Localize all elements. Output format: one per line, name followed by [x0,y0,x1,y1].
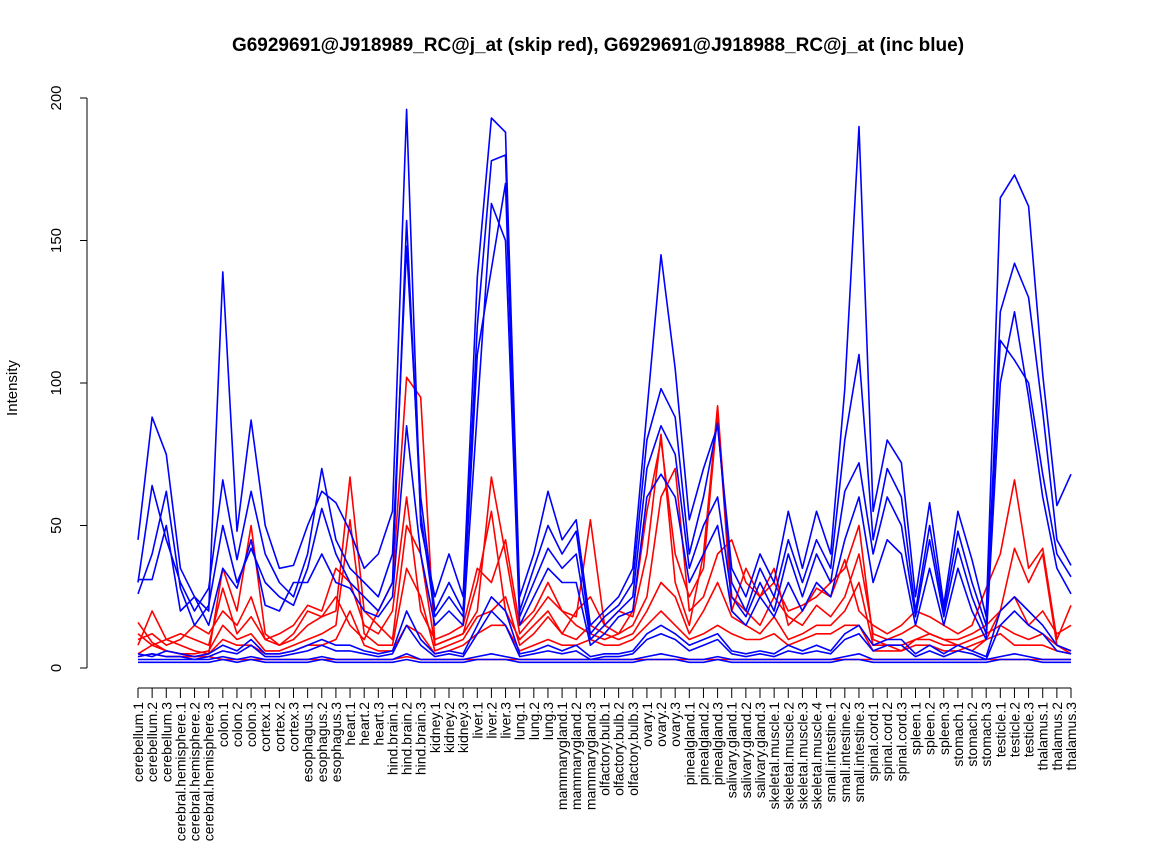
x-tick-label: small.intestine.3 [851,702,867,803]
x-tick-label: colon.1 [215,702,231,747]
x-tick-label: heart.1 [342,702,358,746]
x-tick-label: mammarygland.1 [554,702,570,810]
x-tick-label: cerebral.hemisphere.2 [187,702,203,842]
x-tick-label: salivary.gland.3 [752,702,768,798]
x-tick-label: pinealgland.2 [695,702,711,786]
x-tick-label: cortex.1 [257,702,273,752]
x-tick-label: spleen.1 [908,702,924,755]
x-tick-label: cerebellum.1 [130,702,146,782]
x-tick-label: cortex.2 [271,702,287,752]
x-tick-label: pinealgland.1 [681,702,697,786]
x-tick-label: testicle.3 [1021,702,1037,757]
series-line-inc-12 [137,595,1072,658]
x-tick-label: skeletal.muscle.1 [766,702,782,810]
y-tick-label: 200 [48,85,65,110]
x-axis: cerebellum.1cerebellum.2cerebellum.3cere… [130,687,1079,842]
x-tick-label: spleen.2 [922,702,938,755]
x-tick-label: heart.3 [370,702,386,746]
x-tick-label: cerebellum.3 [158,702,174,782]
x-tick-label: kidney.3 [455,702,471,753]
x-tick-label: hind.brain.3 [413,702,429,775]
x-tick-label: spinal.cord.3 [893,702,909,782]
x-tick-label: lung.2 [526,702,542,740]
x-tick-label: small.intestine.2 [837,702,853,803]
x-tick-label: olfactory.bulb.2 [611,702,627,796]
x-tick-label: pinealgland.3 [710,702,726,786]
x-tick-label: thalamus.2 [1049,702,1065,771]
x-tick-label: skeletal.muscle.4 [809,702,825,810]
x-tick-label: mammarygland.3 [582,702,598,810]
y-tick-label: 0 [48,664,65,672]
x-tick-label: salivary.gland.2 [738,702,754,798]
x-tick-label: skeletal.muscle.2 [780,702,796,810]
x-tick-label: esophagus.2 [314,702,330,782]
y-tick-label: 50 [48,517,65,534]
x-tick-label: skeletal.muscle.3 [794,702,810,810]
x-tick-label: ovary.1 [639,702,655,747]
x-tick-label: spinal.cord.1 [865,702,881,782]
series-line-inc-6 [137,108,1072,627]
chart-title: G6929691@J918989_RC@j_at (skip red), G69… [232,35,964,56]
x-tick-label: stomach.3 [978,702,994,767]
x-tick-label: colon.2 [229,702,245,747]
series-line-inc-11 [138,658,1071,664]
series-line-inc-13 [137,610,1072,661]
x-tick-label: lung.3 [540,702,556,740]
x-tick-label: ovary.2 [653,702,669,747]
x-tick-label: lung.1 [512,702,528,740]
x-tick-label: cerebral.hemisphere.1 [172,702,188,842]
x-tick-label: hind.brain.2 [399,702,415,775]
x-tick-label: spinal.cord.2 [879,702,895,782]
series-line-inc-9 [138,202,1072,647]
x-tick-label: small.intestine.1 [823,702,839,803]
series-line-skip-2 [137,467,1072,647]
x-tick-label: ovary.3 [667,702,683,747]
x-tick-label: olfactory.bulb.3 [625,702,641,796]
x-tick-label: cortex.3 [286,702,302,752]
x-tick-label: liver.2 [483,702,499,739]
x-tick-label: spleen.3 [936,702,952,755]
y-axis-label: Intensity [4,360,21,416]
x-tick-label: testicle.2 [1006,702,1022,757]
x-tick-label: stomach.1 [950,702,966,767]
y-axis: 0 50 100 150 200 [48,85,88,672]
x-tick-label: olfactory.bulb.1 [597,702,613,796]
series-line-inc-10 [138,652,1071,661]
y-tick-label: 150 [48,228,65,253]
x-tick-label: colon.3 [243,702,259,747]
x-tick-label: cerebral.hemisphere.3 [201,702,217,842]
x-tick-label: cerebellum.2 [144,702,160,782]
x-tick-label: hind.brain.1 [384,702,400,775]
x-tick-label: salivary.gland.1 [724,702,740,798]
x-tick-label: esophagus.1 [300,702,316,782]
x-tick-label: kidney.1 [427,702,443,753]
series-line-inc-8 [137,182,1072,641]
x-tick-label: thalamus.1 [1035,702,1051,771]
x-tick-label: liver.1 [469,702,485,739]
x-tick-label: heart.2 [356,702,372,746]
x-tick-label: thalamus.3 [1063,702,1079,771]
series-line-skip-3 [137,404,1072,647]
x-tick-label: mammarygland.2 [568,702,584,810]
y-tick-label: 100 [48,370,65,395]
x-tick-label: esophagus.3 [328,702,344,782]
x-tick-label: testicle.1 [992,702,1008,757]
x-tick-label: kidney.2 [441,702,457,753]
plot-lines [137,108,1072,664]
x-tick-label: liver.3 [498,702,514,739]
series-line-inc-7 [137,154,1072,635]
x-tick-label: stomach.2 [964,702,980,767]
